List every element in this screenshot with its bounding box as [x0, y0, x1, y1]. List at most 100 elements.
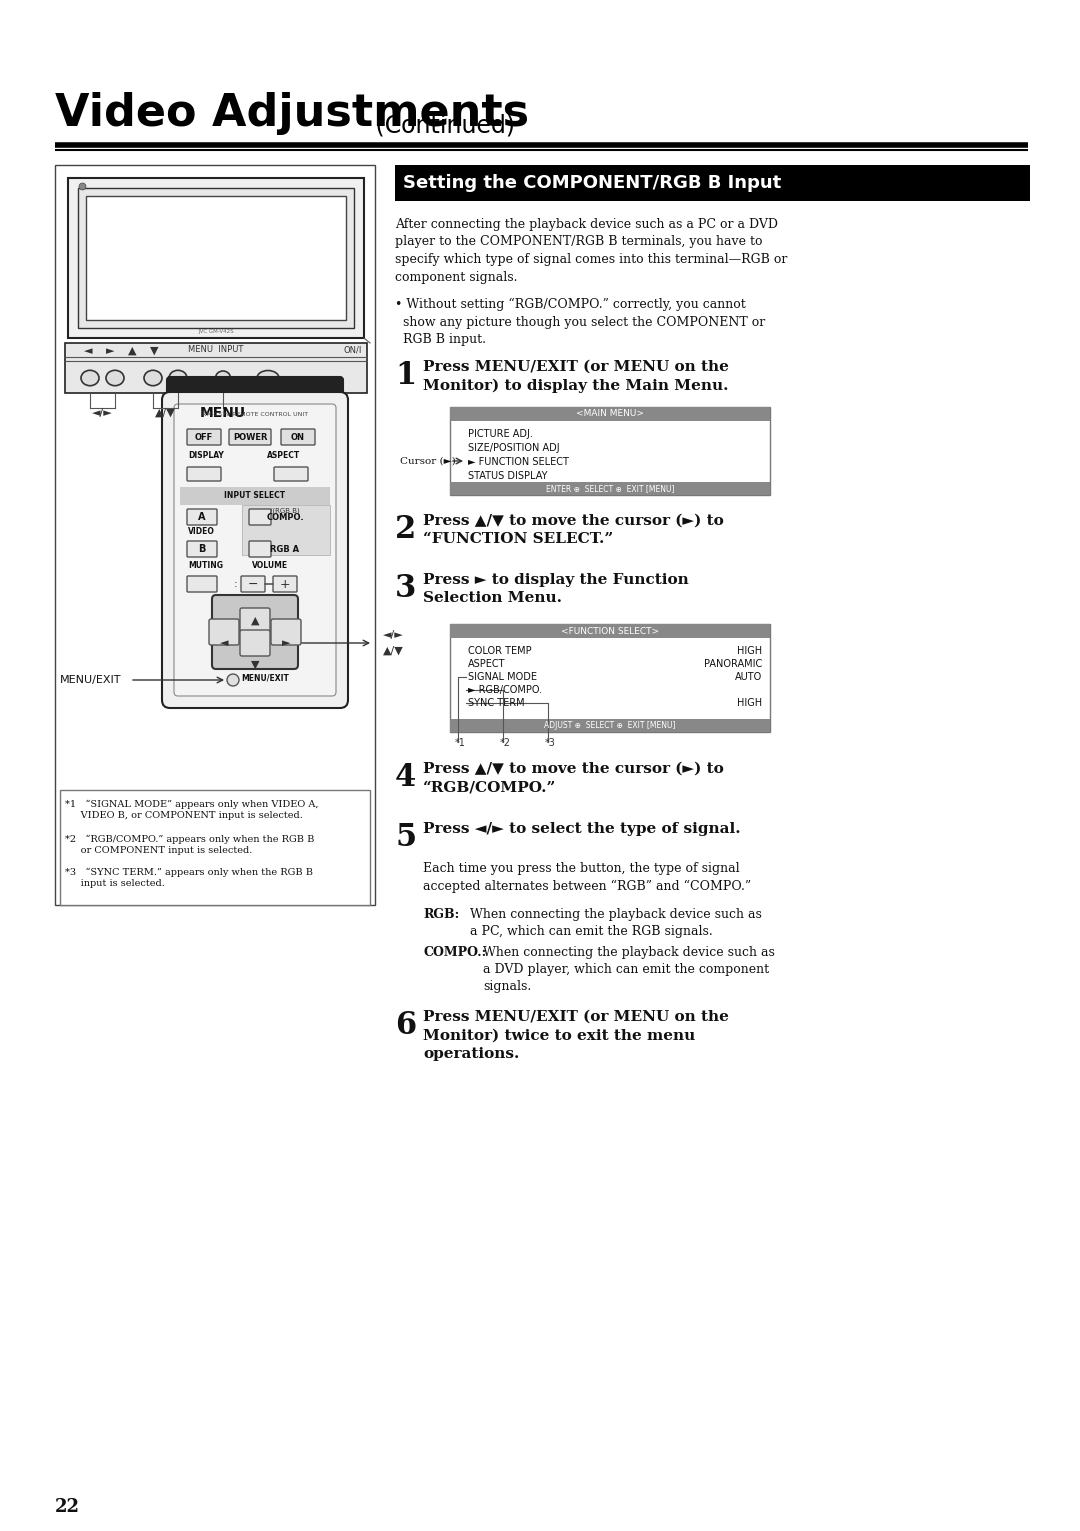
Text: RM-C579 REMOTE CONTROL UNIT: RM-C579 REMOTE CONTROL UNIT [202, 412, 308, 418]
Bar [450, 482, 770, 495]
Text: <MAIN MENU>: <MAIN MENU> [576, 409, 644, 418]
FancyBboxPatch shape [162, 392, 348, 707]
Text: MENU: MENU [200, 406, 246, 419]
Text: RGB:: RGB: [423, 908, 459, 922]
Text: Press ◄/► to select the type of signal.: Press ◄/► to select the type of signal. [423, 822, 741, 836]
Bar [450, 625, 770, 638]
Text: ▲/▼: ▲/▼ [154, 407, 175, 418]
Text: Each time you press the button, the type of signal
accepted alternates between “: Each time you press the button, the type… [423, 862, 751, 893]
Text: A: A [199, 511, 206, 522]
Text: HIGH: HIGH [737, 698, 762, 707]
Text: ► RGB/COMPO.: ► RGB/COMPO. [468, 684, 542, 695]
FancyBboxPatch shape [187, 508, 217, 525]
Text: STATUS DISPLAY: STATUS DISPLAY [468, 472, 548, 481]
Text: DISPLAY: DISPLAY [188, 450, 224, 459]
Bar [450, 720, 770, 732]
Ellipse shape [216, 371, 230, 384]
FancyBboxPatch shape [241, 576, 265, 592]
Text: ENTER ⊕  SELECT ⊕  EXIT [MENU]: ENTER ⊕ SELECT ⊕ EXIT [MENU] [545, 484, 674, 493]
Text: /(RGB B): /(RGB B) [270, 508, 300, 514]
Bar [450, 625, 770, 732]
Bar [78, 188, 354, 328]
Text: OFF: OFF [194, 432, 213, 441]
Text: When connecting the playback device such as
a PC, which can emit the RGB signals: When connecting the playback device such… [470, 908, 761, 939]
Bar [242, 505, 330, 556]
Bar [180, 487, 330, 505]
FancyBboxPatch shape [167, 377, 343, 403]
Text: Press ▲/▼ to move the cursor (►) to
“FUNCTION SELECT.”: Press ▲/▼ to move the cursor (►) to “FUN… [423, 514, 724, 547]
Text: ASPECT: ASPECT [267, 450, 300, 459]
Text: RGB A: RGB A [270, 545, 299, 554]
Bar [450, 407, 770, 495]
FancyBboxPatch shape [249, 508, 271, 525]
FancyBboxPatch shape [273, 576, 297, 592]
Text: ►: ► [282, 638, 291, 648]
Text: :: : [234, 579, 238, 589]
Circle shape [227, 674, 239, 686]
Text: ▼: ▼ [150, 346, 159, 357]
Text: −: − [247, 577, 258, 591]
Text: 1: 1 [395, 360, 416, 390]
Text: *3: *3 [545, 738, 556, 749]
Ellipse shape [144, 371, 162, 386]
Text: (Continued): (Continued) [368, 113, 515, 138]
Ellipse shape [106, 371, 124, 386]
Text: B: B [199, 544, 205, 554]
FancyBboxPatch shape [281, 429, 315, 446]
Text: 2: 2 [395, 514, 416, 545]
Text: ▲/▼: ▲/▼ [383, 646, 404, 655]
FancyBboxPatch shape [240, 608, 270, 634]
Text: HIGH: HIGH [737, 646, 762, 655]
Text: Cursor (►): Cursor (►) [400, 456, 456, 465]
Text: VOLUME: VOLUME [252, 560, 288, 570]
FancyBboxPatch shape [274, 467, 308, 481]
Text: *1   “SIGNAL MODE” appears only when VIDEO A,
     VIDEO B, or COMPONENT input i: *1 “SIGNAL MODE” appears only when VIDEO… [65, 801, 319, 821]
Text: PANORAMIC: PANORAMIC [704, 658, 762, 669]
Ellipse shape [257, 371, 279, 386]
FancyBboxPatch shape [249, 540, 271, 557]
Text: SIGNAL MODE: SIGNAL MODE [468, 672, 537, 681]
Text: Setting the COMPONENT/RGB B Input: Setting the COMPONENT/RGB B Input [403, 175, 781, 191]
Text: ON/I: ON/I [345, 346, 363, 355]
FancyBboxPatch shape [212, 596, 298, 669]
Text: VIDEO: VIDEO [188, 528, 215, 536]
Bar [55, 165, 375, 905]
Text: MENU/EXIT: MENU/EXIT [241, 674, 289, 683]
Text: Video Adjustments: Video Adjustments [55, 92, 529, 135]
FancyBboxPatch shape [187, 576, 217, 592]
Text: 6: 6 [395, 1010, 416, 1041]
Text: *1: *1 [455, 738, 465, 749]
Text: +: + [280, 577, 291, 591]
Text: ◄/►: ◄/► [92, 407, 112, 418]
Text: *2   “RGB/COMPO.” appears only when the RGB B
     or COMPONENT input is selecte: *2 “RGB/COMPO.” appears only when the RG… [65, 834, 314, 856]
Text: AUTO: AUTO [734, 672, 762, 681]
Text: 5: 5 [395, 822, 416, 853]
Text: ◄: ◄ [84, 346, 92, 357]
Text: 4: 4 [395, 762, 416, 793]
Text: MENU/EXIT: MENU/EXIT [60, 675, 121, 684]
Text: • Without setting “RGB/COMPO.” correctly, you cannot
  show any picture though y: • Without setting “RGB/COMPO.” correctly… [395, 299, 766, 346]
Text: PICTURE ADJ.: PICTURE ADJ. [468, 429, 532, 439]
Ellipse shape [81, 371, 99, 386]
Text: COMPO.: COMPO. [266, 513, 303, 522]
FancyBboxPatch shape [240, 629, 270, 655]
Text: ▼: ▼ [251, 660, 259, 671]
Text: ◄/►: ◄/► [383, 629, 404, 640]
FancyBboxPatch shape [187, 540, 217, 557]
Bar [60, 790, 370, 905]
Text: After connecting the playback device such as a PC or a DVD
player to the COMPONE: After connecting the playback device suc… [395, 217, 787, 283]
Text: JVC GM-V42S: JVC GM-V42S [199, 329, 233, 334]
Text: COLOR TEMP: COLOR TEMP [468, 646, 531, 655]
Text: MENU  INPUT: MENU INPUT [188, 346, 243, 355]
Text: POWER: POWER [233, 432, 267, 441]
Bar [395, 165, 1030, 201]
Text: Press MENU/EXIT (or MENU on the
Monitor) twice to exit the menu
operations.: Press MENU/EXIT (or MENU on the Monitor)… [423, 1010, 729, 1061]
Text: Press ► to display the Function
Selection Menu.: Press ► to display the Function Selectio… [423, 573, 689, 605]
Text: ON: ON [291, 432, 305, 441]
FancyBboxPatch shape [271, 619, 301, 645]
Text: MUTING: MUTING [188, 560, 222, 570]
Text: ►: ► [106, 346, 114, 357]
Text: Press ▲/▼ to move the cursor (►) to
“RGB/COMPO.”: Press ▲/▼ to move the cursor (►) to “RGB… [423, 762, 724, 795]
Text: 22: 22 [55, 1497, 80, 1516]
Text: <FUNCTION SELECT>: <FUNCTION SELECT> [561, 626, 659, 635]
